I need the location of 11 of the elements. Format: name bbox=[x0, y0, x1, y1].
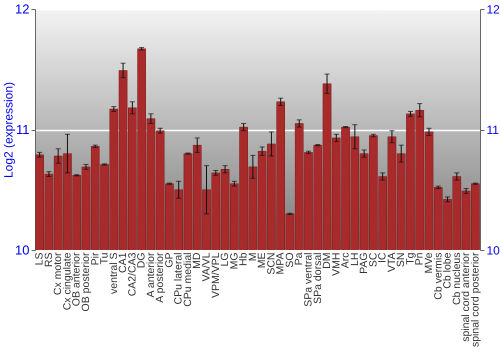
y2-tick-label: 12 bbox=[486, 2, 500, 16]
y-axis-title: Log2 (expression) bbox=[2, 82, 16, 178]
x-tick-label: Pn bbox=[414, 252, 426, 266]
y-tick-label: 10 bbox=[15, 242, 30, 258]
x-tick-label: SPa dorsal bbox=[312, 252, 324, 304]
x-tick-label: Pir bbox=[89, 252, 102, 266]
y2-tick-label: 11 bbox=[486, 123, 500, 137]
y-tick-label: 12 bbox=[15, 2, 30, 16]
y-tick-label: 11 bbox=[16, 122, 30, 137]
y2-tick-label: 10 bbox=[486, 244, 500, 258]
x-tick-label: MD bbox=[191, 252, 204, 269]
